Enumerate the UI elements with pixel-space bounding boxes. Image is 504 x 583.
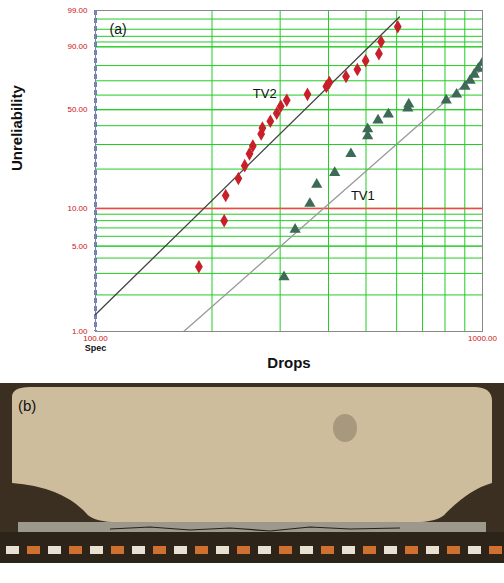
svg-text:1000.00: 1000.00	[468, 334, 497, 343]
svg-text:Spec: Spec	[85, 343, 107, 353]
svg-text:100.00: 100.00	[83, 334, 108, 344]
svg-text:TV2: TV2	[253, 86, 277, 101]
svg-text:Drops: Drops	[267, 354, 310, 371]
svg-text:1.00: 1.00	[71, 327, 88, 337]
svg-text:TV1: TV1	[351, 188, 375, 203]
svg-text:10.00: 10.00	[67, 204, 88, 213]
svg-text:(a): (a)	[110, 21, 127, 37]
svg-text:(b): (b)	[18, 397, 36, 414]
svg-text:90.00: 90.00	[67, 42, 88, 51]
svg-text:5.00: 5.00	[72, 242, 88, 251]
svg-text:50.00: 50.00	[67, 105, 88, 114]
svg-text:Unreliability: Unreliability	[8, 84, 25, 171]
svg-text:99.00: 99.00	[67, 6, 88, 15]
